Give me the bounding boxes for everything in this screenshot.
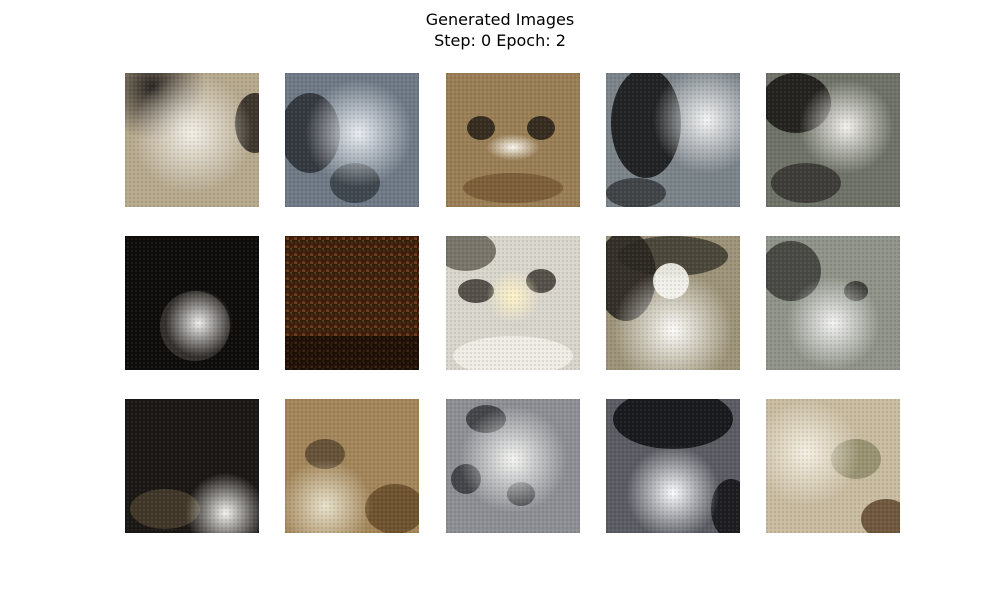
generated-image-r2-c3-art bbox=[446, 236, 580, 370]
generated-image-r2-c5 bbox=[766, 236, 900, 370]
generated-image-r2-c1-art bbox=[125, 236, 259, 370]
pixel-texture-overlay bbox=[766, 236, 900, 370]
generated-image-r3-c2-art bbox=[285, 399, 419, 533]
generated-image-r1-c4-art bbox=[606, 73, 740, 207]
pixel-texture-overlay bbox=[125, 73, 259, 207]
generated-image-r2-c4-art bbox=[606, 236, 740, 370]
pixel-texture-overlay bbox=[766, 399, 900, 533]
title-line-1: Generated Images bbox=[425, 10, 575, 29]
generated-image-r1-c4 bbox=[606, 73, 740, 207]
generated-image-r2-c1 bbox=[125, 236, 259, 370]
pixel-texture-overlay bbox=[606, 399, 740, 533]
generated-image-r2-c3 bbox=[446, 236, 580, 370]
pixel-texture-overlay bbox=[446, 73, 580, 207]
pixel-texture-overlay bbox=[125, 236, 259, 370]
title-line-2: Step: 0 Epoch: 2 bbox=[434, 31, 566, 50]
pixel-texture-overlay bbox=[446, 399, 580, 533]
generated-image-r1-c5-art bbox=[766, 73, 900, 207]
generated-image-r2-c2 bbox=[285, 236, 419, 370]
generated-image-r3-c3 bbox=[446, 399, 580, 533]
generated-image-r1-c3 bbox=[446, 73, 580, 207]
generated-image-r2-c4 bbox=[606, 236, 740, 370]
pixel-texture-overlay bbox=[285, 399, 419, 533]
generated-image-r3-c2 bbox=[285, 399, 419, 533]
pixel-texture-overlay bbox=[606, 236, 740, 370]
pixel-texture-overlay bbox=[285, 236, 419, 370]
generated-image-r1-c1 bbox=[125, 73, 259, 207]
generated-image-r3-c4-art bbox=[606, 399, 740, 533]
generated-image-r1-c5 bbox=[766, 73, 900, 207]
generated-image-r1-c2-art bbox=[285, 73, 419, 207]
generated-image-r1-c2 bbox=[285, 73, 419, 207]
figure-title: Generated Images Step: 0 Epoch: 2 bbox=[0, 9, 1000, 51]
pixel-texture-overlay bbox=[606, 73, 740, 207]
generated-image-r2-c5-art bbox=[766, 236, 900, 370]
generated-image-r3-c1 bbox=[125, 399, 259, 533]
generated-image-r1-c1-art bbox=[125, 73, 259, 207]
generated-image-r3-c1-art bbox=[125, 399, 259, 533]
pixel-texture-overlay bbox=[766, 73, 900, 207]
generated-image-r3-c4 bbox=[606, 399, 740, 533]
pixel-texture-overlay bbox=[446, 236, 580, 370]
generated-image-r3-c5-art bbox=[766, 399, 900, 533]
pixel-texture-overlay bbox=[125, 399, 259, 533]
generated-image-r3-c3-art bbox=[446, 399, 580, 533]
pixel-texture-overlay bbox=[285, 73, 419, 207]
generated-image-r2-c2-art bbox=[285, 236, 419, 370]
generated-image-r1-c3-art bbox=[446, 73, 580, 207]
generated-image-r3-c5 bbox=[766, 399, 900, 533]
